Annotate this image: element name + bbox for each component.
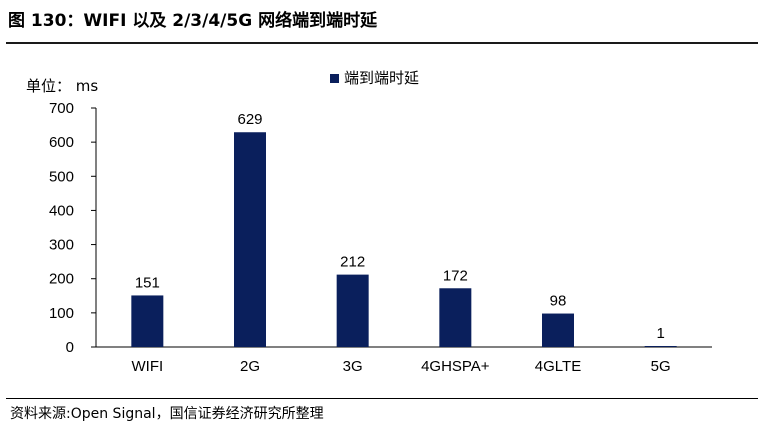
x-tick-label: WIFI [132,358,164,375]
y-tick-label: 100 [49,305,74,322]
y-axis-unit-label: 单位： ms [26,77,98,95]
source-note: 资料来源:Open Signal，国信证券经济研究所整理 [10,406,324,422]
y-tick-label: 400 [49,202,74,219]
bar-value-label: 1 [656,325,664,342]
x-axis-ticks: WIFI 2G 3G 4GHSPA+ 4GLTE 5G [132,358,671,375]
x-tick-label: 4GLTE [535,358,581,375]
bar-value-label: 212 [340,254,365,271]
x-tick-label: 2G [240,358,260,375]
bar-2g [234,132,266,347]
x-tick-label: 4GHSPA+ [421,358,490,375]
y-tick-label: 300 [49,237,74,254]
chart-legend: 端到端时延 [330,69,419,87]
legend-label: 端到端时延 [344,69,419,87]
bar-5g [644,346,677,347]
bar-4ghspa- [439,288,472,347]
y-tick-label: 200 [49,271,74,288]
bar-3g [336,274,369,347]
y-axis-ticks: 0 100 200 300 400 500 600 700 [49,100,96,356]
title-divider [6,42,758,44]
y-tick-label: 500 [49,168,74,185]
bar-chart: 端到端时延 单位： ms 0 100 200 300 400 500 600 700 WIFI… [26,69,712,375]
bar-series [131,132,677,347]
bar-value-label: 98 [550,293,567,310]
bar-value-label: 151 [135,274,160,291]
figure-title: 图 130：WIFI 以及 2/3/4/5G 网络端到端时延 [8,11,378,31]
legend-swatch [330,74,339,83]
bar-value-label: 629 [237,111,262,128]
bar-value-label: 172 [443,267,468,284]
x-tick-label: 5G [651,358,671,375]
y-tick-label: 600 [49,134,74,151]
footer-divider [6,398,758,399]
bar-wifi [131,295,164,347]
y-tick-label: 700 [49,100,74,117]
x-tick-label: 3G [343,358,363,375]
data-labels: 151 629 212 172 98 1 [135,111,665,342]
y-tick-label: 0 [66,339,74,356]
bar-4glte [542,313,574,347]
